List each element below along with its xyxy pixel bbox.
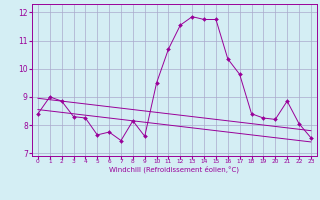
X-axis label: Windchill (Refroidissement éolien,°C): Windchill (Refroidissement éolien,°C) xyxy=(109,166,239,173)
